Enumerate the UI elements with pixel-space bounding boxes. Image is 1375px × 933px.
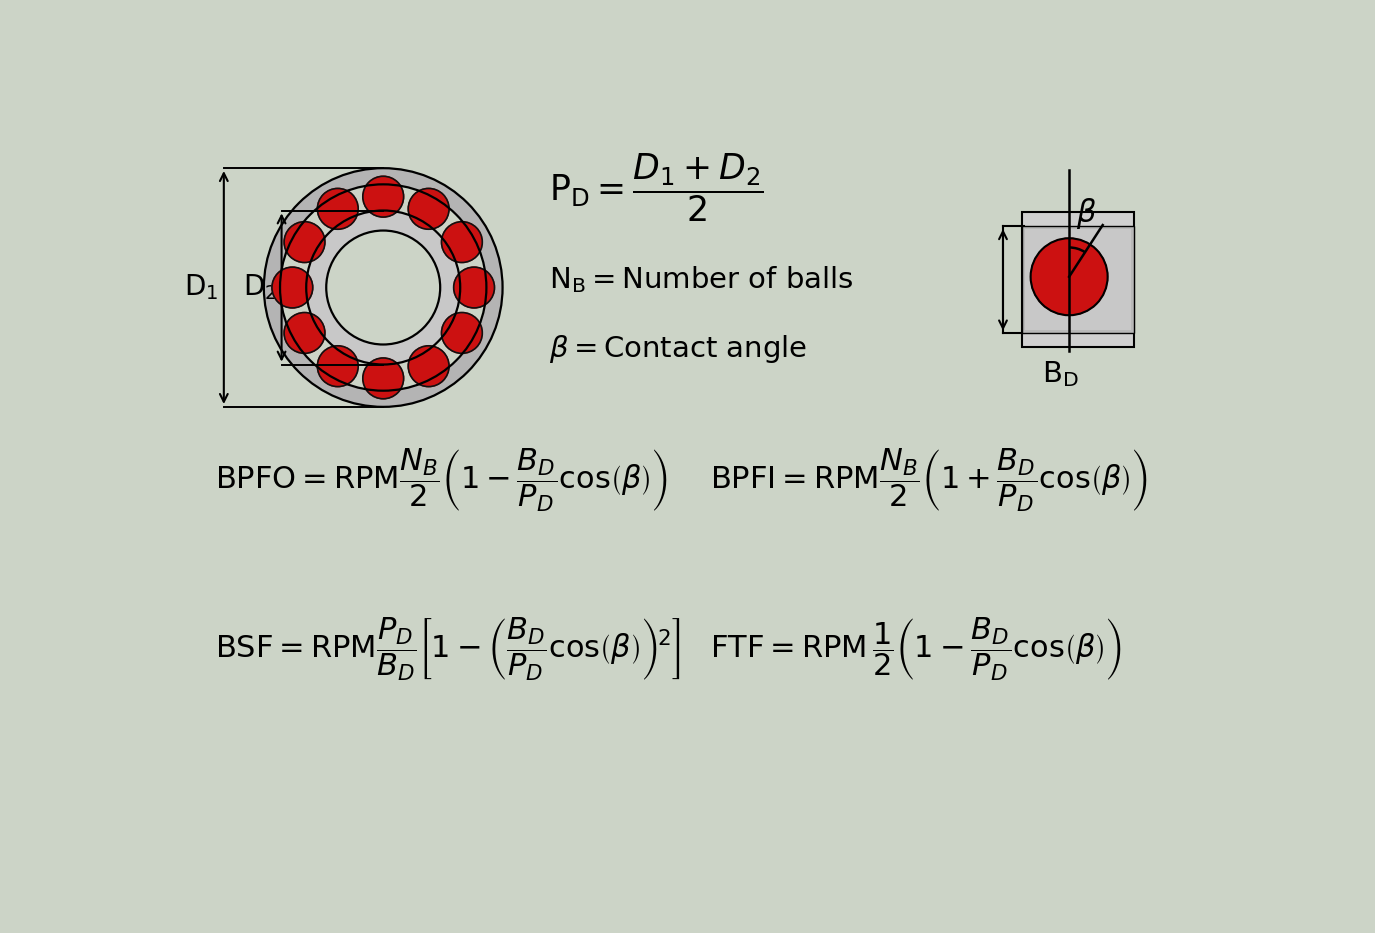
Text: $\mathrm{D_1}$: $\mathrm{D_1}$ [184, 272, 217, 302]
Circle shape [285, 313, 324, 354]
Circle shape [264, 168, 503, 407]
Text: $\mathrm{B_D}$: $\mathrm{B_D}$ [1042, 359, 1079, 389]
Circle shape [285, 222, 324, 262]
Text: $\mathrm{P_D} = \dfrac{D_1 + D_2}{2}$: $\mathrm{P_D} = \dfrac{D_1 + D_2}{2}$ [549, 151, 763, 224]
Circle shape [318, 188, 358, 230]
Circle shape [454, 267, 495, 308]
Circle shape [1031, 238, 1108, 315]
Text: $\beta = \text{Contact angle}$: $\beta = \text{Contact angle}$ [549, 333, 807, 365]
Bar [1022, 213, 1134, 347]
Circle shape [441, 222, 483, 262]
Circle shape [363, 176, 404, 217]
Circle shape [272, 267, 312, 308]
Circle shape [408, 188, 450, 230]
Circle shape [363, 358, 404, 398]
Text: $\mathrm{BPFO} = \mathrm{RPM}\dfrac{N_B}{2}\left(1 - \dfrac{B_D}{P_D}\cos\!\left: $\mathrm{BPFO} = \mathrm{RPM}\dfrac{N_B}… [216, 446, 668, 514]
Text: $\mathrm{N_B} = \text{Number of balls}$: $\mathrm{N_B} = \text{Number of balls}$ [549, 264, 854, 295]
Circle shape [441, 313, 483, 354]
Circle shape [318, 346, 358, 386]
Text: $\mathrm{BPFI} = \mathrm{RPM}\dfrac{N_B}{2}\left(1 + \dfrac{B_D}{P_D}\cos\!\left: $\mathrm{BPFI} = \mathrm{RPM}\dfrac{N_B}… [711, 446, 1148, 514]
Bar [1022, 227, 1134, 333]
Circle shape [408, 346, 450, 386]
Text: $\mathrm{BSF} = \mathrm{RPM}\dfrac{P_D}{B_D}\left[1 - \left(\dfrac{B_D}{P_D}\cos: $\mathrm{BSF} = \mathrm{RPM}\dfrac{P_D}{… [216, 616, 681, 683]
Circle shape [280, 185, 487, 391]
Circle shape [326, 230, 440, 344]
Text: $\mathrm{FTF} = \mathrm{RPM}\,\dfrac{1}{2}\left(1 - \dfrac{B_D}{P_D}\cos\!\left(: $\mathrm{FTF} = \mathrm{RPM}\,\dfrac{1}{… [711, 616, 1122, 683]
Bar [1026, 230, 1130, 330]
Text: $\mathrm{D_2}$: $\mathrm{D_2}$ [243, 272, 276, 302]
Text: $\beta$: $\beta$ [1075, 196, 1096, 231]
Circle shape [307, 211, 461, 365]
